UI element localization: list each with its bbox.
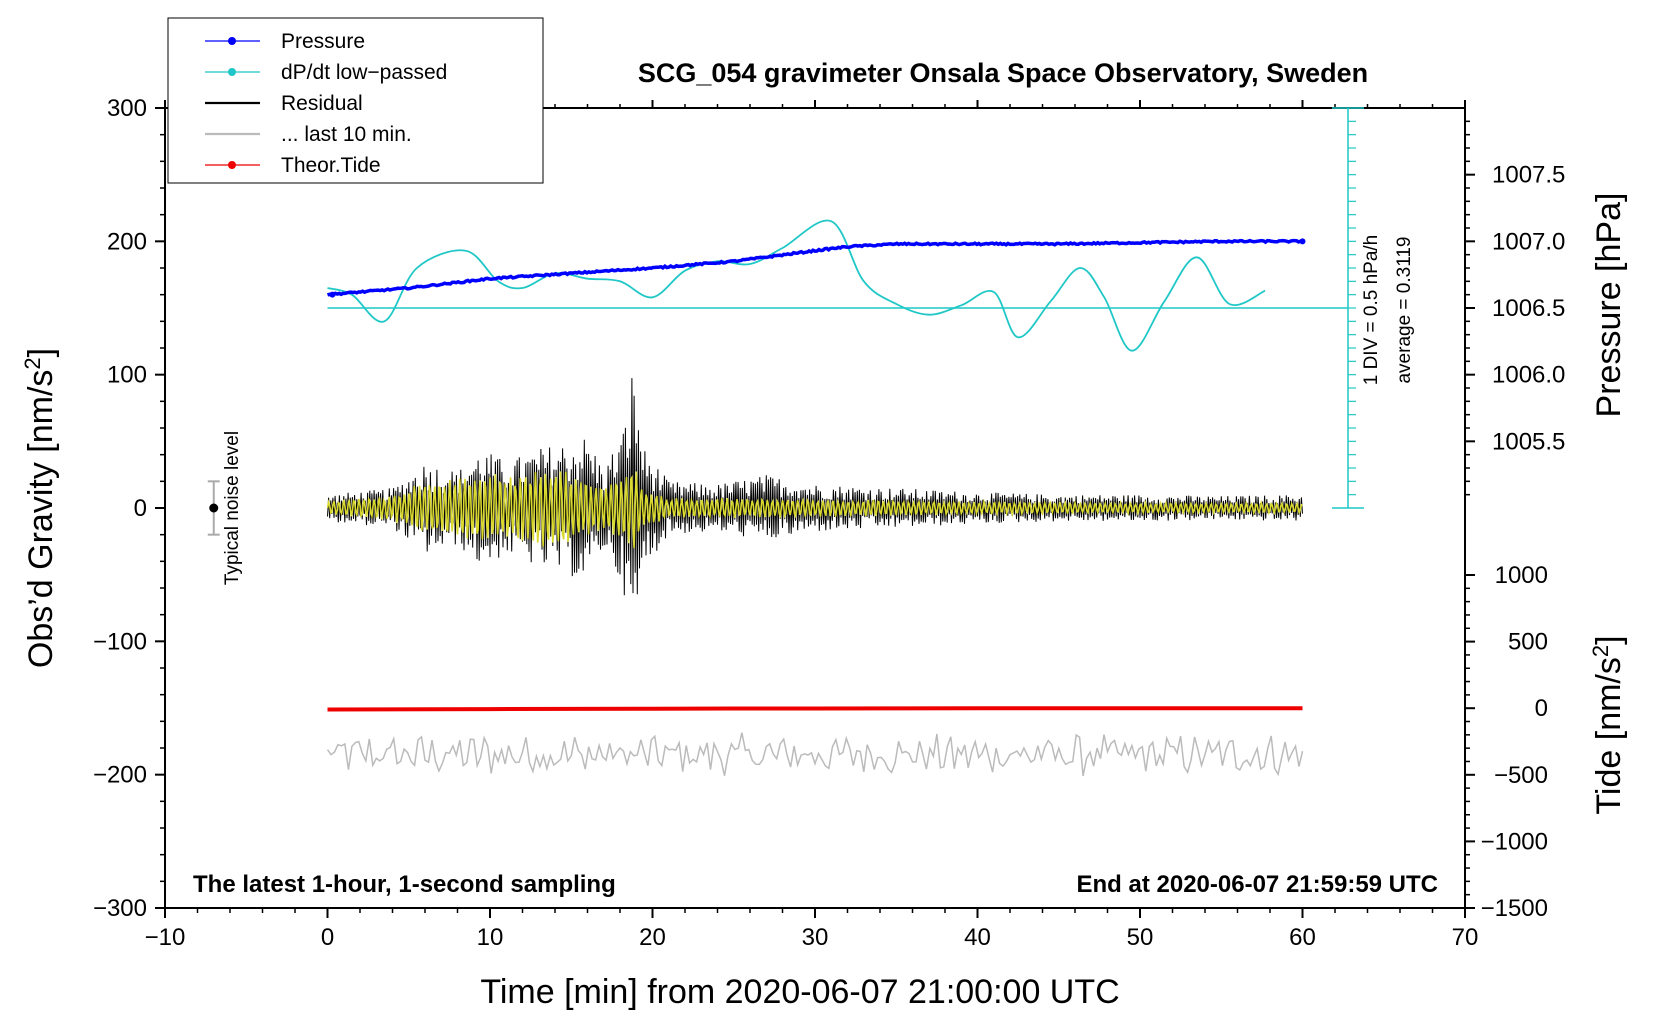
series-layer bbox=[326, 219, 1348, 777]
x-tick-label: 70 bbox=[1452, 924, 1479, 951]
y-axis-tide-title: Tide [nm/s2] bbox=[1588, 635, 1628, 814]
tide-tick-label: 0 bbox=[1535, 695, 1548, 722]
x-tick-label: 10 bbox=[477, 924, 504, 951]
x-tick-label: 20 bbox=[639, 924, 666, 951]
y-tick-label: −200 bbox=[93, 762, 147, 789]
footer-left-note: The latest 1-hour, 1-second sampling bbox=[193, 871, 616, 898]
series-last-10-min bbox=[326, 732, 1304, 777]
series-residual bbox=[327, 378, 1303, 596]
x-tick-label: 0 bbox=[321, 924, 334, 951]
y-tick-label: −100 bbox=[93, 628, 147, 655]
x-tick-label: −10 bbox=[145, 924, 186, 951]
tide-tick-label: 500 bbox=[1508, 629, 1548, 656]
noise-bar-center bbox=[209, 503, 219, 513]
legend-label: Residual bbox=[281, 92, 363, 115]
y-tick-label: 100 bbox=[107, 362, 147, 389]
y-axis-gravity: −300 −200 −100 0 100 200 300 bbox=[93, 95, 165, 922]
x-tick-label: 40 bbox=[964, 924, 991, 951]
y-tick-label: 200 bbox=[107, 228, 147, 255]
tide-tick-label: −1500 bbox=[1481, 895, 1548, 922]
tide-tick-label: 1000 bbox=[1495, 562, 1548, 589]
legend-label: Theor.Tide bbox=[281, 154, 381, 177]
noise-level-bar bbox=[207, 480, 220, 536]
legend: Pressure dP/dt low−passed Residual ... last… bbox=[167, 17, 544, 184]
y-tick-label: 0 bbox=[134, 495, 147, 522]
series-pressure bbox=[326, 238, 1304, 297]
y-tick-label: −300 bbox=[93, 895, 147, 922]
pressure-tick-label: 1006.0 bbox=[1492, 362, 1565, 389]
footer-right-note: End at 2020-06-07 21:59:59 UTC bbox=[1077, 871, 1439, 898]
x-axis-title: Time [min] from 2020-06-07 21:00:00 UTC bbox=[480, 973, 1119, 1011]
series-residual-filtered bbox=[326, 471, 1303, 549]
x-tick-label: 60 bbox=[1289, 924, 1316, 951]
noise-level-label: Typical noise level bbox=[222, 431, 243, 585]
legend-label: Pressure bbox=[281, 30, 365, 53]
legend-box bbox=[167, 17, 544, 184]
pressure-tick-label: 1007.0 bbox=[1492, 228, 1565, 255]
pressure-tick-label: 1007.5 bbox=[1492, 162, 1565, 189]
dpdt-scale bbox=[1332, 107, 1364, 509]
x-tick-label: 50 bbox=[1127, 924, 1154, 951]
pressure-end-point bbox=[1299, 238, 1306, 245]
legend-label: dP/dt low−passed bbox=[281, 61, 447, 84]
dpdt-div-note: 1 DIV = 0.5 hPa/h bbox=[1361, 235, 1382, 386]
pressure-tick-label: 1005.5 bbox=[1492, 428, 1565, 455]
x-axis: −10 0 10 20 30 40 50 60 70 bbox=[145, 100, 1479, 951]
x-tick-label: 30 bbox=[802, 924, 829, 951]
chart-title: SCG_054 gravimeter Onsala Space Observat… bbox=[638, 58, 1368, 88]
y-tick-label: 300 bbox=[107, 95, 147, 122]
legend-marker bbox=[228, 68, 236, 76]
legend-marker bbox=[228, 161, 236, 169]
dpdt-average-note: average = 0.3119 bbox=[1394, 236, 1415, 383]
legend-marker bbox=[228, 37, 236, 45]
y-axis-tide: −1500 −1000 −500 0 500 1000 bbox=[1465, 562, 1548, 922]
pressure-start-point bbox=[329, 291, 336, 298]
y-axis-gravity-title: Obs’d Gravity [nm/s2] bbox=[20, 348, 60, 668]
tide-tick-label: −500 bbox=[1494, 762, 1548, 789]
tide-tick-label: −1000 bbox=[1481, 828, 1548, 855]
y-axis-pressure-title: Pressure [hPa] bbox=[1590, 193, 1628, 418]
y-axis-pressure: 1005.5 1006.0 1006.5 1007.0 1007.5 bbox=[1465, 120, 1565, 496]
legend-label: ... last 10 min. bbox=[281, 123, 412, 146]
series-theor-tide bbox=[327, 706, 1303, 712]
pressure-tick-label: 1006.5 bbox=[1492, 295, 1565, 322]
